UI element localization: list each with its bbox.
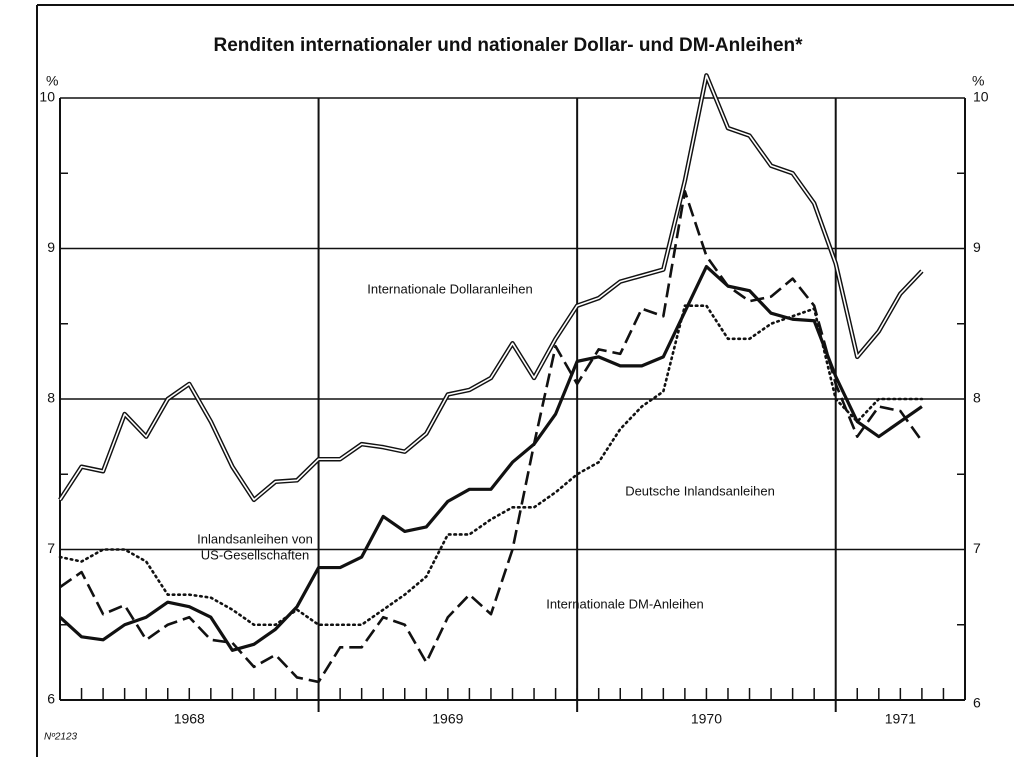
series-label: Internationale DM-Anleihen <box>546 596 704 611</box>
x-tick-label: 1971 <box>885 711 916 727</box>
series-label: Deutsche Inlandsanleihen <box>625 483 775 498</box>
series-line <box>58 264 923 652</box>
y-unit: % <box>972 73 984 89</box>
x-tick-label: 1970 <box>691 711 722 727</box>
y-tick-label: 10 <box>39 89 55 105</box>
y-tick-label: 6 <box>973 695 981 711</box>
y-tick-label: 7 <box>973 540 981 556</box>
series-label: Internationale Dollaranleihen <box>367 281 533 296</box>
y-tick-label: 8 <box>47 390 55 406</box>
series-line <box>59 190 923 684</box>
y-tick-label: 6 <box>47 691 55 707</box>
y-tick-label: 7 <box>47 540 55 556</box>
y-tick-label: 9 <box>47 239 55 255</box>
series-label: US-Gesellschaften <box>201 547 309 562</box>
y-tick-label: 8 <box>973 390 981 406</box>
series-line-inner <box>59 74 923 501</box>
series-line <box>58 304 924 627</box>
y-unit: % <box>46 73 58 89</box>
y-tick-label: 10 <box>973 89 989 105</box>
chart-title: Renditen internationaler und nationaler … <box>213 35 803 56</box>
series-label: Inlandsanleihen von <box>197 531 313 546</box>
footnote: Nº2123 <box>44 732 78 743</box>
x-tick-label: 1969 <box>432 711 463 727</box>
y-tick-label: 9 <box>973 239 981 255</box>
x-tick-label: 1968 <box>174 711 205 727</box>
